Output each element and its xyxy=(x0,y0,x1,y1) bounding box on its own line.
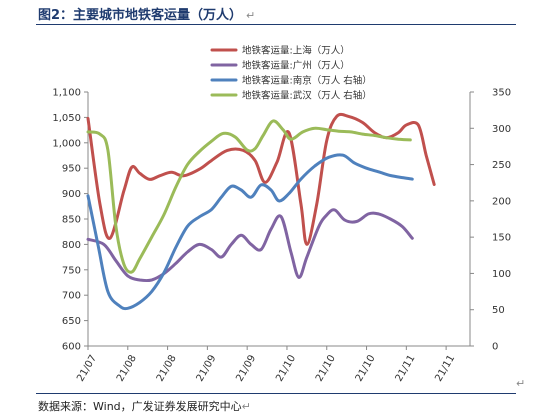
x-tick-label: 21/07 xyxy=(75,353,99,383)
y-left-tick-label: 750 xyxy=(62,265,81,276)
source-note: 数据来源：Wind，广发证券发展研究中心↵ xyxy=(38,398,251,414)
x-tick-label: 21/11 xyxy=(394,353,418,383)
x-tick-label: 21/08 xyxy=(115,353,139,383)
y-left-tick-label: 950 xyxy=(62,164,81,175)
axes: 600 650 700 750 800 850 900 950 1,000 1,050 1,100 0… xyxy=(52,88,511,384)
y-left-tick-label: 850 xyxy=(62,215,81,226)
x-tick-label: 21/10 xyxy=(274,353,298,383)
y-left-tick-label: 700 xyxy=(62,291,81,302)
return-mark: ↵ xyxy=(241,400,251,413)
series-line-4 xyxy=(86,119,412,274)
x-tick-label: 21/08 xyxy=(155,353,179,383)
legend-label: 地铁客运量:武汉（万人 右轴） xyxy=(242,90,372,102)
y-right-tick-label: 50 xyxy=(492,305,505,316)
y-right-tick-label: 350 xyxy=(492,88,511,99)
series-line-2 xyxy=(86,208,414,283)
y-right-tick-label: 0 xyxy=(492,342,498,353)
y-right-tick-label: 150 xyxy=(492,233,511,244)
legend-label: 地铁客运量:南京（万人 右轴） xyxy=(242,75,372,87)
figure-title: 图2：主要城市地铁客运量（万人） ↵ xyxy=(38,4,255,23)
x-tick-label: 21/09 xyxy=(234,353,258,383)
series-layer xyxy=(86,112,436,311)
y-left-tick-label: 1,100 xyxy=(52,88,81,99)
y-left-tick-label: 650 xyxy=(62,316,81,327)
x-tick-label: 21/11 xyxy=(433,353,457,383)
figure-title-text: 图2：主要城市地铁客运量（万人） xyxy=(38,8,243,23)
legend-label: 地铁客运量:广州（万人） xyxy=(242,60,350,72)
return-mark: ↵ xyxy=(246,9,256,22)
y-right-tick-label: 250 xyxy=(492,160,511,171)
series-line-1 xyxy=(86,112,436,246)
y-right-tick-label: 200 xyxy=(492,196,511,207)
title-rule xyxy=(36,24,516,25)
x-tick-label: 21/10 xyxy=(354,353,378,383)
legend-label: 地铁客运量:上海（万人） xyxy=(242,45,350,57)
legend: 地铁客运量:上海（万人） 地铁客运量:广州（万人） 地铁客运量:南京（万人 右轴） 地… xyxy=(210,45,372,102)
series-line-3 xyxy=(86,153,414,311)
return-mark: ↵ xyxy=(516,377,526,390)
source-text: 数据来源：Wind，广发证券发展研究中心 xyxy=(38,400,242,413)
y-left-tick-label: 800 xyxy=(62,240,81,251)
x-tick-label: 21/09 xyxy=(195,353,219,383)
source-rule xyxy=(36,393,516,394)
y-left-tick-label: 1,050 xyxy=(52,113,81,124)
y-left-tick-label: 600 xyxy=(62,342,81,353)
y-right-tick-label: 100 xyxy=(492,269,511,280)
y-left-tick-label: 900 xyxy=(62,189,81,200)
y-right-tick-label: 300 xyxy=(492,124,511,135)
x-tick-label: 21/10 xyxy=(314,353,338,383)
y-left-tick-label: 1,000 xyxy=(52,138,81,149)
